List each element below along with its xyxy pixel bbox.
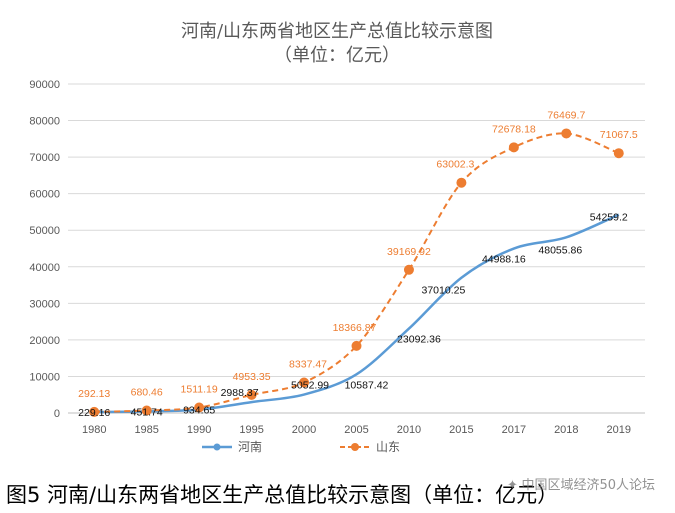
shandong-data-label: 292.13	[78, 388, 110, 400]
shandong-data-label: 8337.47	[289, 359, 327, 371]
x-tick-label: 1990	[187, 424, 211, 436]
legend: 河南 山东	[202, 439, 400, 454]
henan-data-label: 44988.16	[482, 254, 526, 266]
shandong-data-label: 71067.5	[600, 129, 638, 141]
y-tick-label: 60000	[29, 189, 60, 201]
series-line-shandong	[94, 132, 620, 413]
shandong-point	[141, 405, 152, 416]
shandong-data-label: 63002.3	[436, 159, 474, 171]
henan-data-label: 229.16	[78, 407, 110, 419]
series-lines	[89, 128, 624, 417]
shandong-point	[508, 142, 519, 153]
y-tick-label: 40000	[29, 262, 60, 274]
x-tick-label: 2010	[397, 424, 421, 436]
series-line-henan	[94, 213, 620, 414]
gridlines	[68, 83, 645, 377]
x-tick-label: 2019	[607, 424, 631, 436]
shandong-point	[561, 128, 572, 139]
x-tick-label: 1995	[239, 424, 263, 436]
y-tick-label: 20000	[29, 335, 60, 347]
y-tick-label: 0	[54, 408, 60, 420]
x-tick-label: 2015	[449, 424, 473, 436]
henan-data-label: 2988.37	[221, 387, 259, 399]
henan-data-label: 451.74	[131, 406, 163, 418]
x-tick-label: 1985	[134, 424, 158, 436]
shandong-data-label: 18366.87	[333, 322, 377, 334]
x-tick-label: 2005	[344, 424, 368, 436]
x-tick-label: 2018	[554, 424, 578, 436]
shandong-point	[246, 389, 257, 400]
shandong-data-label: 39169.92	[387, 246, 431, 258]
legend-label-shandong: 山东	[376, 440, 400, 454]
wechat-icon: ✦	[507, 478, 518, 493]
data-labels: 229.16 451.74 934.65 2988.37 5052.99 10587.42…	[78, 109, 638, 419]
y-tick-label: 50000	[29, 225, 60, 237]
henan-data-label: 54259.2	[590, 212, 628, 224]
y-tick-label: 10000	[29, 371, 60, 383]
shandong-data-label: 680.46	[131, 387, 163, 399]
chart-frame: 河南/山东两省地区生产总值比较示意图 （单位：亿元） 0 10000 20000 30…	[29, 21, 645, 454]
chart-title-line2: （单位：亿元）	[274, 45, 400, 66]
legend-marker-shandong	[351, 443, 359, 451]
legend-label-henan: 河南	[238, 439, 262, 454]
axes: 0 10000 20000 30000 40000 50000 60000 70000 8000…	[29, 79, 645, 436]
henan-data-label: 5052.99	[291, 380, 329, 392]
henan-data-label: 37010.25	[422, 285, 466, 297]
line-chart: 河南/山东两省地区生产总值比较示意图 （单位：亿元） 0 10000 20000 30…	[29, 21, 645, 454]
shandong-point	[89, 406, 100, 417]
x-tick-label: 2000	[292, 424, 316, 436]
shandong-point	[351, 340, 362, 351]
shandong-data-label: 72678.18	[492, 123, 536, 135]
shandong-point	[613, 148, 624, 159]
henan-data-label: 934.65	[183, 405, 215, 417]
shandong-data-label: 4953.35	[233, 371, 271, 383]
shandong-data-label: 1511.19	[181, 383, 218, 395]
y-tick-label: 90000	[29, 79, 60, 91]
shandong-point	[403, 264, 414, 275]
y-tick-label: 30000	[29, 298, 60, 310]
chart-title-line1: 河南/山东两省地区生产总值比较示意图	[181, 21, 493, 42]
watermark: ✦ 中国区域经济50人论坛	[503, 474, 655, 493]
shandong-point	[194, 402, 205, 413]
legend-marker-henan	[213, 443, 221, 451]
x-tick-label: 1980	[82, 424, 106, 436]
shandong-point	[299, 377, 310, 388]
shandong-point	[456, 177, 467, 188]
x-tick-label: 2017	[502, 424, 526, 436]
y-tick-label: 80000	[29, 116, 60, 128]
henan-data-label: 23092.36	[397, 334, 441, 346]
shandong-data-label: 76469.7	[547, 109, 585, 121]
henan-data-label: 48055.86	[538, 244, 582, 256]
figure-caption: 图5 河南/山东两省地区生产总值比较示意图（单位：亿元）	[6, 483, 559, 507]
henan-data-label: 10587.42	[345, 379, 389, 391]
watermark-text: 中国区域经济50人论坛	[521, 478, 655, 493]
y-tick-label: 70000	[29, 152, 60, 164]
